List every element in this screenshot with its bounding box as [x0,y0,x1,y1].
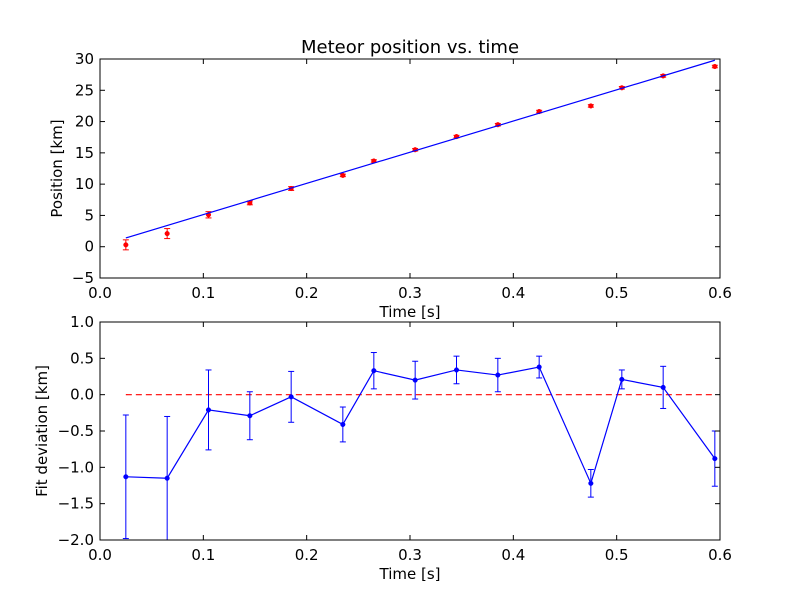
y-tick-label: 30 [75,50,94,68]
y-axis-label: Fit deviation [km] [33,365,51,497]
x-axis-label: Time [s] [379,303,441,321]
position-chart: 0.0 0.1 0.2 0.3 0.4 0.5 0.6 −5 0 5 10 15 20 25 30 Time … [48,50,732,321]
y-tick-label: −1.0 [58,458,94,476]
data-point [123,474,129,480]
x-tick-label: 0.0 [88,284,112,302]
data-point [588,103,594,109]
y-tick-label: 1.0 [70,313,94,331]
x-tick-label: 0.5 [605,546,629,564]
y-tick-label: 20 [75,113,94,131]
plot-area [122,59,718,251]
data-point [495,372,501,378]
x-axis-label: Time [s] [379,565,441,583]
x-tick-label: 0.4 [501,546,525,564]
data-point [288,394,294,400]
x-tick-label: 0.2 [295,546,319,564]
y-tick-label: 25 [75,81,94,99]
data-point [340,421,346,428]
y-tick-label: 0.0 [70,386,94,404]
x-tick-label: 0.6 [708,546,732,564]
data-point [340,172,346,178]
data-point [660,384,666,390]
x-tick-label: 0.3 [398,284,422,302]
x-tick-label: 0.4 [501,284,525,302]
y-tick-label: −5 [72,269,94,287]
y-axis-label: Position [km] [48,119,66,217]
fit-line [125,59,716,239]
data-point [619,376,625,382]
data-point [453,367,460,373]
x-tick-label: 0.6 [708,284,732,302]
data-point [712,63,718,70]
y-tick-label: 15 [75,144,94,162]
data-point [205,407,212,413]
x-tick-label: 0.1 [191,546,215,564]
y-tick-label: 0 [84,238,94,256]
data-point [536,364,542,370]
x-tick-label: 0.1 [191,284,215,302]
y-tick-label: 0.5 [70,349,94,367]
x-tick-label: 0.3 [398,546,422,564]
y-tick-label: 10 [75,175,94,193]
x-tick-label: 0.0 [88,546,112,564]
data-point [712,456,718,462]
y-tick-label: 5 [84,206,94,224]
chart-title: Meteor position vs. time [301,37,519,58]
data-point [123,242,129,248]
data-point [371,368,377,374]
y-tick-label: −2.0 [58,531,94,549]
data-point [164,475,170,481]
data-point [588,480,594,486]
x-tick-label: 0.2 [295,284,319,302]
y-tick-label: −0.5 [58,422,94,440]
y-tick-label: −1.5 [58,495,94,513]
deviation-chart: 0.0 0.1 0.2 0.3 0.4 0.5 0.6 −2.0 −1.5 −1.0 −0.5 0.0… [33,313,732,583]
data-point [412,377,418,383]
data-point [247,413,253,419]
data-point [164,231,170,237]
plot-area [122,352,718,540]
x-tick-label: 0.5 [605,284,629,302]
